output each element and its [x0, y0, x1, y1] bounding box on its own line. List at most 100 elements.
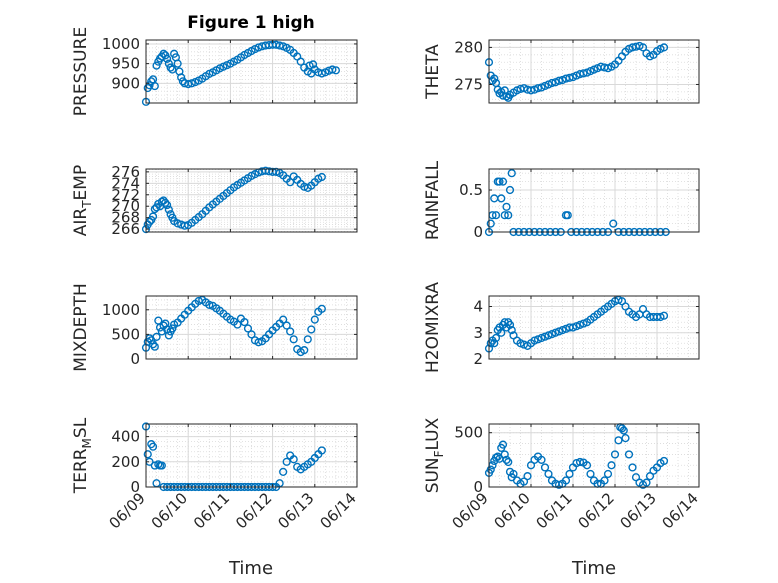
data-point — [498, 177, 508, 186]
data-point — [491, 333, 501, 343]
y-axis-label: PRESSURE — [71, 27, 91, 116]
axes-box — [145, 168, 358, 233]
y-tick-label: 272 — [111, 186, 140, 204]
x-tick-label: 06/12 — [575, 489, 618, 532]
data-point — [310, 315, 319, 324]
data-point — [161, 198, 170, 207]
data-point — [628, 463, 637, 472]
y-axis-label: MIXDEPTH — [71, 283, 91, 372]
data-point — [164, 59, 173, 68]
data-point — [152, 61, 161, 70]
data-point — [317, 446, 326, 455]
y-axis-label: RAINFALL — [423, 160, 443, 240]
y-axis-label: THETA — [423, 44, 443, 100]
y-tick-label: 2 — [473, 350, 483, 368]
data-point — [540, 463, 550, 472]
axes-box — [488, 423, 700, 488]
y-tick-label: 0.5 — [459, 181, 483, 199]
subplot-4: 0 0.5 RAINFALL — [423, 160, 700, 241]
data-point — [490, 74, 499, 83]
y-tick-label: 0 — [473, 478, 483, 496]
data-point — [279, 467, 288, 476]
y-tick-label: 1000 — [102, 301, 140, 319]
y-axis-label: H2OMIXRA — [423, 282, 443, 373]
x-axis-label-right: Time — [571, 558, 616, 579]
axes-box — [488, 168, 700, 233]
data-point — [561, 476, 571, 485]
x-tick-label: 06/13 — [274, 489, 317, 532]
data-point — [303, 335, 312, 344]
data-point — [495, 177, 504, 186]
y-tick-label: 270 — [111, 197, 140, 215]
data-point — [163, 54, 172, 64]
data-point — [173, 219, 182, 228]
data-series — [141, 166, 326, 234]
data-point — [491, 211, 501, 220]
y-tick-label: 4 — [473, 298, 483, 316]
data-point — [254, 338, 263, 347]
data-point — [614, 436, 623, 445]
data-point — [240, 317, 249, 327]
data-point — [286, 178, 295, 187]
data-point — [565, 73, 574, 82]
data-point — [498, 440, 508, 449]
x-tick-label: 06/10 — [148, 489, 191, 532]
data-point — [505, 320, 515, 329]
data-point — [565, 469, 574, 479]
y-tick-label: 0 — [130, 478, 140, 496]
data-point — [296, 57, 305, 66]
data-point — [243, 324, 253, 333]
data-point — [177, 73, 186, 82]
data-point — [300, 346, 309, 355]
data-point — [305, 61, 314, 70]
data-point — [624, 450, 634, 459]
data-point — [152, 332, 161, 341]
data-point — [184, 79, 193, 89]
data-point — [659, 456, 669, 466]
data-point — [579, 69, 588, 78]
data-point — [500, 450, 509, 459]
y-tick-label: 274 — [111, 174, 140, 192]
data-point — [154, 460, 163, 469]
data-point — [308, 60, 318, 69]
data-point — [582, 461, 592, 470]
data-point — [289, 335, 298, 344]
data-point — [621, 434, 630, 443]
y-tick-label: 0 — [130, 350, 140, 368]
data-point — [617, 424, 627, 433]
data-point — [603, 469, 613, 479]
y-tick-label: 275 — [454, 75, 483, 93]
x-tick-label: 06/14 — [317, 489, 360, 532]
x-tick-label: 06/14 — [659, 489, 702, 532]
x-tick-label: 06/11 — [533, 489, 576, 532]
data-point — [486, 465, 495, 474]
data-series — [141, 295, 326, 357]
data-point — [275, 41, 284, 50]
data-point — [600, 476, 609, 485]
figure-title: Figure 1 high — [187, 13, 315, 33]
data-point — [610, 450, 620, 459]
data-point — [497, 194, 506, 203]
axes-box — [145, 423, 358, 488]
data-series — [484, 41, 669, 102]
data-series — [141, 40, 341, 106]
y-tick-label: 400 — [111, 428, 140, 446]
y-axis-label: TERRMSL — [71, 417, 94, 494]
data-point — [187, 79, 196, 88]
data-point — [547, 78, 557, 88]
data-series — [484, 423, 669, 489]
y-tick-label: 276 — [111, 163, 140, 181]
data-point — [148, 212, 158, 221]
data-point — [490, 339, 499, 348]
axes-box — [488, 39, 700, 104]
y-tick-label: 900 — [111, 74, 140, 92]
data-point — [504, 457, 513, 467]
y-tick-label: 500 — [111, 325, 140, 343]
data-point — [164, 205, 173, 214]
data-point — [166, 63, 175, 72]
y-axis-label: AIRTEMP — [71, 165, 94, 236]
